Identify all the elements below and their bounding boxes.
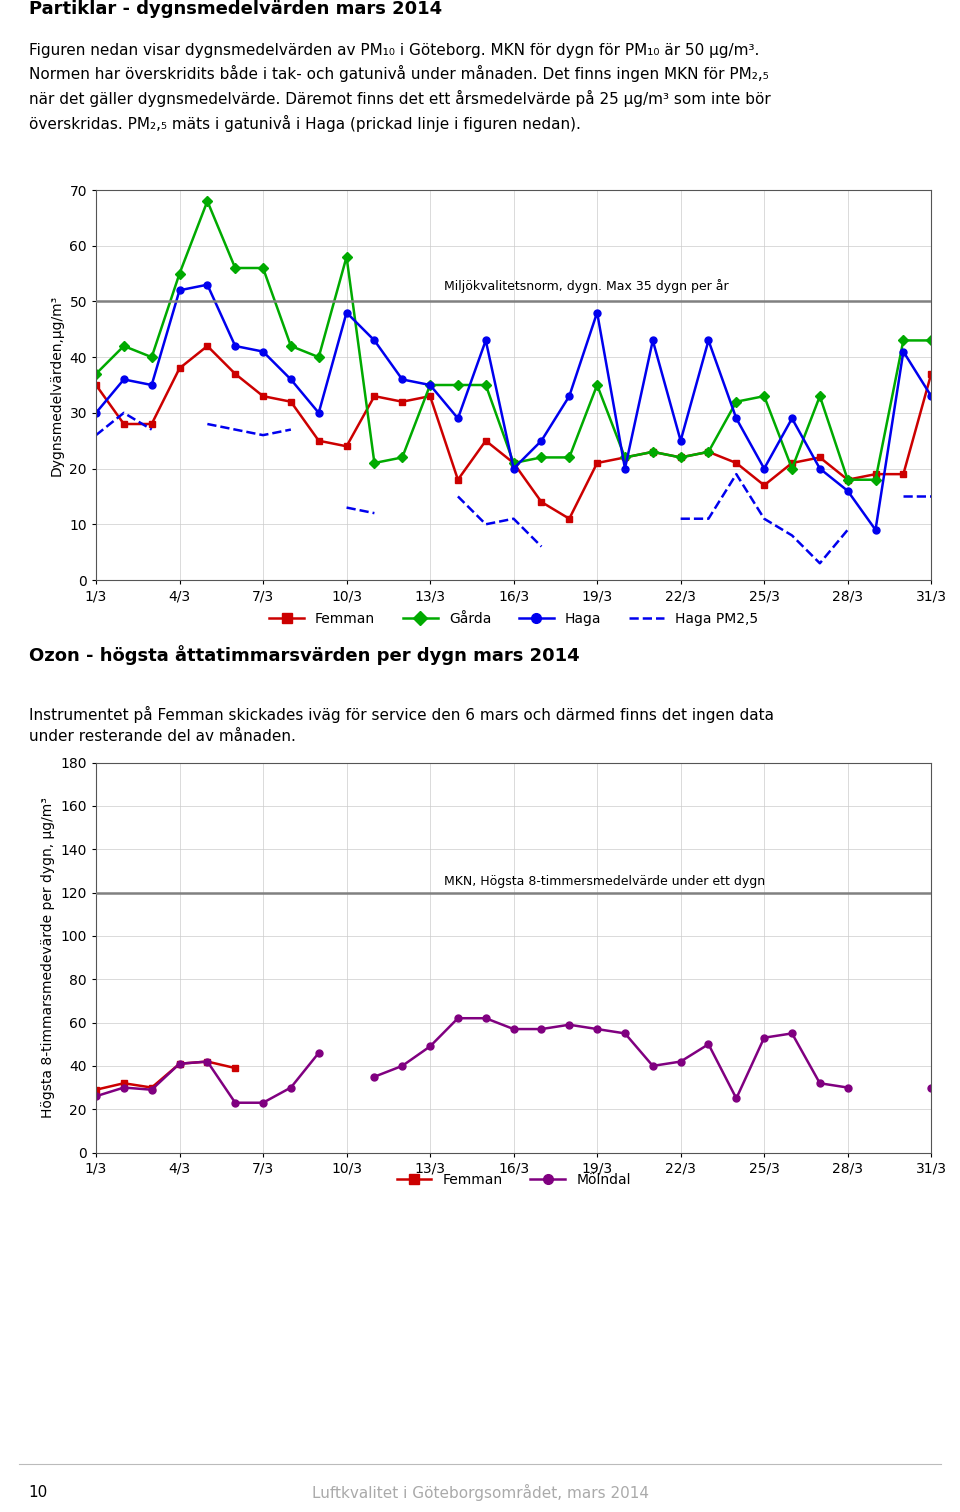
Text: Miljökvalitetsnorm, dygn. Max 35 dygn per år: Miljökvalitetsnorm, dygn. Max 35 dygn pe… bbox=[444, 280, 729, 293]
Legend: Femman, Mölndal: Femman, Mölndal bbox=[391, 1167, 636, 1193]
Text: 10: 10 bbox=[29, 1485, 48, 1500]
Legend: Femman, Gårda, Haga, Haga PM2,5: Femman, Gårda, Haga, Haga PM2,5 bbox=[264, 606, 763, 632]
Text: Instrumentet på Femman skickades iväg för service den 6 mars och därmed finns de: Instrumentet på Femman skickades iväg fö… bbox=[29, 706, 774, 744]
Y-axis label: Högsta 8-timmarsmedevärde per dygn, μg/m³: Högsta 8-timmarsmedevärde per dygn, μg/m… bbox=[41, 797, 55, 1117]
Text: Ozon - högsta åttatimmarsvärden per dygn mars 2014: Ozon - högsta åttatimmarsvärden per dygn… bbox=[29, 646, 580, 665]
Text: Luftkvalitet i Göteborgsområdet, mars 2014: Luftkvalitet i Göteborgsområdet, mars 20… bbox=[311, 1485, 649, 1501]
Text: Partiklar - dygnsmedelvärden mars 2014: Partiklar - dygnsmedelvärden mars 2014 bbox=[29, 0, 442, 18]
Y-axis label: Dygnsmedelvärden,μg/m³: Dygnsmedelvärden,μg/m³ bbox=[50, 295, 63, 476]
Text: Figuren nedan visar dygnsmedelvärden av PM₁₀ i Göteborg. MKN för dygn för PM₁₀ ä: Figuren nedan visar dygnsmedelvärden av … bbox=[29, 42, 771, 132]
Text: MKN, Högsta 8-timmersmedelvärde under ett dygn: MKN, Högsta 8-timmersmedelvärde under et… bbox=[444, 875, 765, 888]
